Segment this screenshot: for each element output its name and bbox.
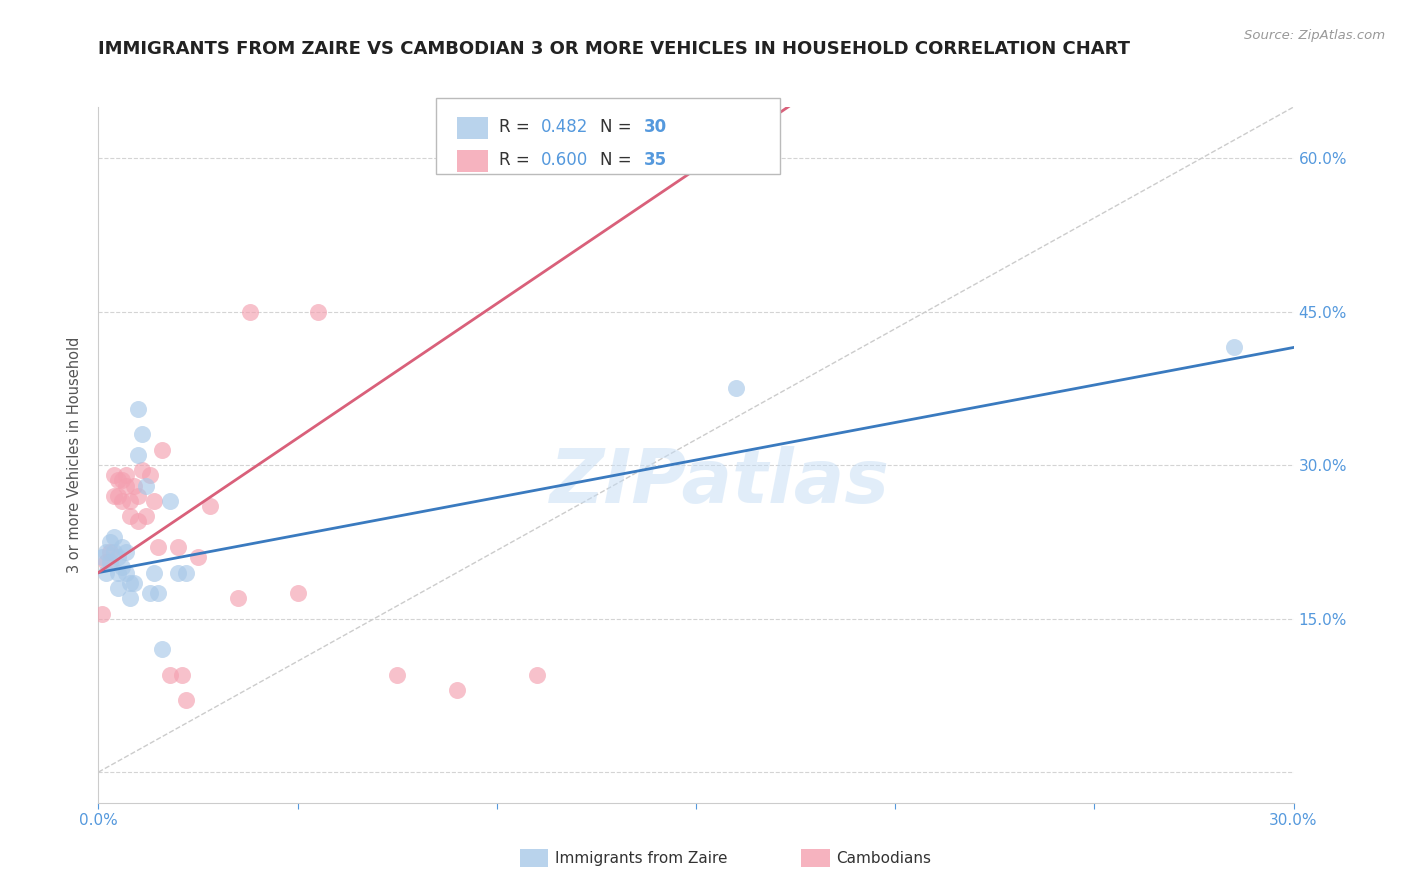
Text: 35: 35 [644,151,666,169]
Point [120,509,142,524]
Point [107,550,129,565]
Point [307,304,329,318]
Point [124,478,146,492]
Point [287,586,309,600]
Point [115,468,138,483]
Point [198,499,221,513]
Point [115,478,138,492]
Point [135,509,157,524]
Point [187,550,209,565]
Point [131,427,153,442]
Point [124,575,146,590]
Point [167,540,190,554]
Point [127,489,149,503]
Point [724,381,747,395]
Text: R =: R = [499,118,536,136]
Point [111,494,134,508]
Point [172,668,194,682]
Point [127,515,149,529]
Point [159,494,181,508]
Point [120,575,142,590]
Point [167,566,190,580]
Point [120,494,142,508]
Point [174,566,197,580]
Point [385,668,409,682]
Point [107,566,129,580]
Point [103,530,125,544]
Point [111,540,134,554]
Point [139,586,162,600]
Point [1223,341,1246,355]
Point [148,540,170,554]
Point [159,668,181,682]
Text: 0.600: 0.600 [541,151,589,169]
Text: R =: R = [499,151,536,169]
Point [127,448,149,462]
Point [150,642,173,657]
Text: ZIPatlas: ZIPatlas [550,446,890,519]
Y-axis label: 3 or more Vehicles in Household: 3 or more Vehicles in Household [67,337,83,573]
Point [148,586,170,600]
Point [131,463,153,477]
Text: 0.482: 0.482 [541,118,589,136]
Point [174,693,197,707]
Point [103,489,125,503]
Point [446,683,468,698]
Point [226,591,249,606]
Point [111,560,134,574]
Point [91,607,114,621]
Point [98,534,122,549]
Point [98,555,122,569]
Text: Cambodians: Cambodians [837,851,932,865]
Point [120,591,142,606]
Text: Source: ZipAtlas.com: Source: ZipAtlas.com [1244,29,1385,42]
Text: IMMIGRANTS FROM ZAIRE VS CAMBODIAN 3 OR MORE VEHICLES IN HOUSEHOLD CORRELATION C: IMMIGRANTS FROM ZAIRE VS CAMBODIAN 3 OR … [98,40,1130,58]
Point [111,474,134,488]
Point [127,401,149,416]
Point [239,304,262,318]
Point [103,545,125,559]
Point [526,668,548,682]
Point [143,566,166,580]
Point [135,478,157,492]
Text: N =: N = [600,118,637,136]
Point [143,494,166,508]
Point [107,581,129,595]
Text: 30: 30 [644,118,666,136]
Point [115,566,138,580]
Point [107,489,129,503]
Point [98,545,122,559]
Point [103,468,125,483]
Point [115,545,138,559]
Point [96,566,118,580]
Point [96,555,118,569]
Point [96,545,118,559]
Point [150,442,173,457]
Text: N =: N = [600,151,637,169]
Point [139,468,162,483]
Text: Immigrants from Zaire: Immigrants from Zaire [555,851,728,865]
Point [107,474,129,488]
Point [91,550,114,565]
